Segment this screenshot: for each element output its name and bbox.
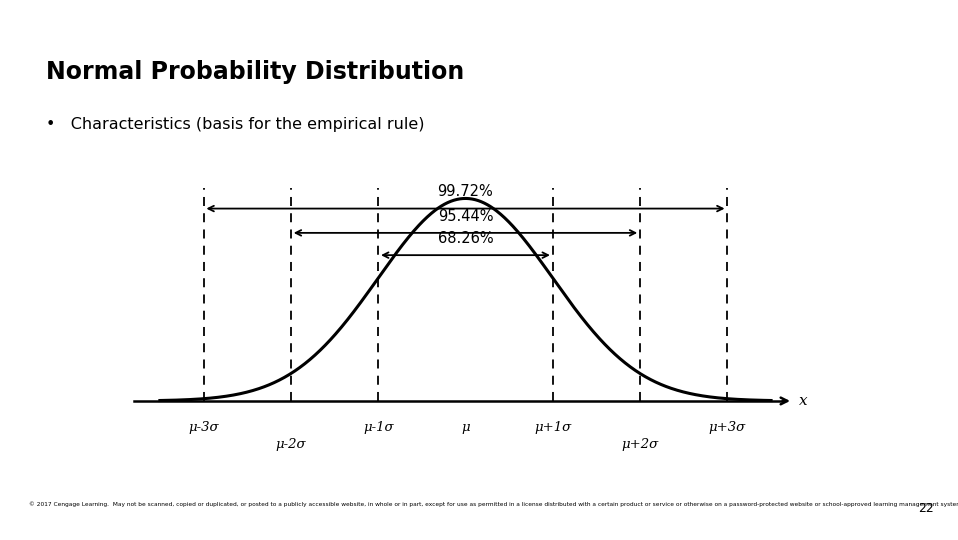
Text: Statistics for Business and Economics (13e): Statistics for Business and Economics (1… (614, 16, 934, 31)
Text: •   Characteristics (basis for the empirical rule): • Characteristics (basis for the empiric… (46, 117, 424, 132)
Text: 22: 22 (919, 502, 934, 515)
Text: 99.72%: 99.72% (438, 185, 493, 199)
Text: Normal Probability Distribution: Normal Probability Distribution (46, 60, 465, 84)
Text: μ: μ (461, 421, 469, 434)
Text: 68.26%: 68.26% (438, 231, 493, 246)
Text: 95.44%: 95.44% (438, 209, 493, 224)
Text: μ+3σ: μ+3σ (709, 421, 746, 434)
Text: μ-2σ: μ-2σ (276, 438, 307, 451)
Text: x: x (799, 394, 808, 408)
Text: μ+1σ: μ+1σ (535, 421, 571, 434)
Text: μ-3σ: μ-3σ (189, 421, 218, 434)
Text: μ-1σ: μ-1σ (363, 421, 394, 434)
Text: © 2017 Cengage Learning.  May not be scanned, copied or duplicated, or posted to: © 2017 Cengage Learning. May not be scan… (29, 502, 958, 507)
Text: μ+2σ: μ+2σ (622, 438, 659, 451)
